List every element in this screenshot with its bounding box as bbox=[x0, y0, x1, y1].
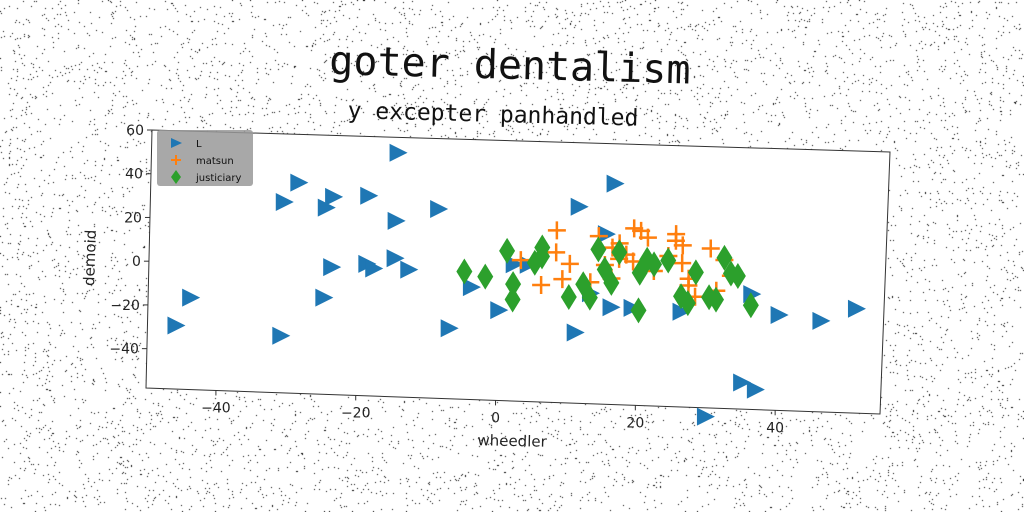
data-point-justiciary bbox=[590, 236, 607, 263]
data-point-matsun bbox=[673, 236, 692, 255]
data-point-justiciary bbox=[708, 286, 725, 313]
data-point-matsun bbox=[547, 221, 566, 240]
legend-label: L bbox=[196, 139, 202, 150]
x-tick-label: 20 bbox=[626, 415, 644, 431]
data-point-justiciary bbox=[581, 284, 598, 311]
legend-label: justiciary bbox=[195, 173, 242, 184]
x-axis-ticks: −40 −20 0 20 40 bbox=[201, 390, 784, 436]
data-point-L bbox=[566, 323, 585, 342]
data-point-matsun bbox=[547, 243, 566, 262]
x-tick-label: −20 bbox=[341, 405, 371, 421]
data-point-L bbox=[672, 302, 691, 321]
y-axis-label: demoid bbox=[80, 229, 100, 286]
data-point-justiciary bbox=[477, 263, 494, 290]
data-point-matsun bbox=[560, 254, 579, 273]
data-point-L bbox=[315, 288, 334, 307]
data-point-matsun bbox=[511, 251, 530, 270]
data-point-justiciary bbox=[646, 251, 663, 278]
x-tick-label: −40 bbox=[201, 400, 231, 416]
data-point-L bbox=[275, 192, 294, 211]
data-point-justiciary bbox=[742, 292, 759, 319]
legend-marker bbox=[171, 138, 182, 148]
data-point-justiciary bbox=[534, 234, 551, 261]
data-point-L bbox=[746, 380, 765, 399]
legend-marker bbox=[171, 155, 181, 165]
legend-label: matsun bbox=[196, 156, 234, 167]
data-point-justiciary bbox=[716, 244, 733, 271]
data-point-L bbox=[770, 306, 789, 325]
data-point-L bbox=[323, 258, 342, 277]
data-point-justiciary bbox=[611, 239, 628, 266]
data-point-L bbox=[490, 301, 509, 320]
data-points bbox=[167, 143, 866, 426]
data-point-matsun bbox=[638, 228, 657, 247]
data-point-L bbox=[570, 197, 589, 216]
data-point-L bbox=[597, 225, 616, 244]
y-tick-label: 40 bbox=[125, 167, 143, 183]
data-point-justiciary bbox=[729, 262, 746, 289]
data-point-L bbox=[462, 278, 481, 297]
data-point-justiciary bbox=[679, 290, 696, 317]
legend-box bbox=[157, 130, 253, 186]
data-point-L bbox=[602, 298, 621, 317]
data-point-L bbox=[365, 259, 384, 278]
data-point-justiciary bbox=[660, 247, 677, 274]
y-tick-label: 0 bbox=[132, 254, 141, 270]
y-tick-label: 60 bbox=[126, 123, 144, 139]
data-point-L bbox=[182, 288, 201, 307]
data-point-L bbox=[389, 143, 408, 162]
data-point-L bbox=[400, 260, 419, 279]
plot-area bbox=[145, 129, 891, 415]
data-point-L bbox=[272, 326, 291, 345]
data-point-L bbox=[386, 249, 405, 268]
data-point-justiciary bbox=[505, 271, 522, 298]
data-point-L bbox=[387, 211, 406, 230]
data-point-L bbox=[360, 186, 379, 205]
y-tick-label: −40 bbox=[109, 342, 139, 358]
plot-frame bbox=[145, 129, 891, 415]
data-point-L bbox=[290, 173, 309, 192]
data-point-L bbox=[812, 311, 831, 330]
data-point-matsun bbox=[701, 239, 720, 258]
data-point-L bbox=[167, 316, 186, 335]
x-axis-label: wheedler bbox=[477, 431, 548, 450]
data-point-L bbox=[430, 199, 449, 218]
data-point-justiciary bbox=[504, 286, 521, 313]
data-point-justiciary bbox=[456, 258, 473, 285]
data-point-matsun bbox=[532, 276, 551, 295]
data-point-L bbox=[325, 187, 344, 206]
y-tick-label: −20 bbox=[110, 298, 140, 314]
y-tick-label: 20 bbox=[124, 210, 142, 226]
data-point-L bbox=[847, 299, 866, 318]
data-point-justiciary bbox=[687, 259, 704, 286]
data-point-justiciary bbox=[630, 297, 647, 324]
data-point-matsun bbox=[553, 270, 572, 289]
data-point-L bbox=[606, 174, 625, 193]
data-point-L bbox=[317, 198, 336, 217]
data-point-justiciary bbox=[603, 269, 620, 296]
x-tick-label: 40 bbox=[766, 420, 784, 436]
data-point-L bbox=[440, 319, 459, 338]
data-point-L bbox=[505, 255, 524, 274]
x-tick-label: 0 bbox=[491, 410, 500, 426]
data-point-L bbox=[733, 373, 752, 392]
data-point-justiciary bbox=[560, 283, 577, 310]
data-point-L bbox=[696, 407, 715, 426]
legend-marker bbox=[171, 170, 181, 184]
data-point-matsun bbox=[673, 254, 692, 273]
y-axis-ticks: −40 −20 0 20 40 60 bbox=[109, 123, 152, 358]
data-point-justiciary bbox=[499, 237, 516, 264]
